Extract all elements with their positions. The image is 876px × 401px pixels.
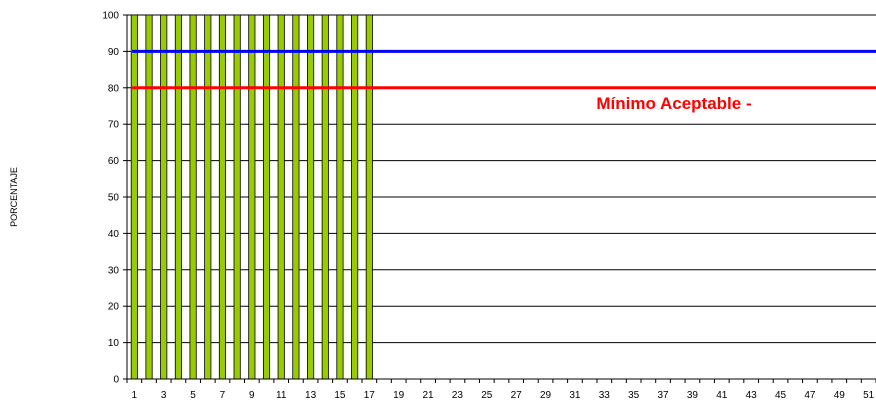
x-tick-label: 5	[190, 390, 196, 401]
x-tick-label: 19	[393, 390, 405, 401]
x-tick-label: 37	[657, 390, 669, 401]
y-tick-label: 20	[108, 302, 120, 313]
bar	[189, 14, 197, 380]
x-tick-label: 45	[775, 390, 787, 401]
minimum-acceptable-label: Mínimo Aceptable -	[596, 94, 751, 113]
bar	[204, 14, 212, 380]
x-tick-label: 41	[716, 390, 728, 401]
x-tick-label: 25	[481, 390, 493, 401]
x-tick-label: 35	[628, 390, 640, 401]
x-tick-label: 15	[334, 390, 346, 401]
bar	[218, 14, 227, 380]
bars	[130, 14, 373, 380]
y-tick-label: 70	[108, 120, 120, 131]
y-axis-title: PORCENTAJE	[9, 167, 19, 227]
y-tick-label: 60	[108, 156, 120, 167]
bar	[292, 14, 300, 380]
x-tick-label: 17	[364, 390, 376, 401]
y-tick-label: 0	[113, 375, 119, 386]
bar	[336, 14, 344, 380]
y-tick-label: 10	[108, 338, 120, 349]
bar	[130, 14, 138, 380]
bar	[160, 14, 168, 380]
x-tick-label: 23	[452, 390, 464, 401]
x-tick-label: 51	[863, 390, 875, 401]
x-tick-label: 47	[804, 390, 816, 401]
x-tick-label: 13	[305, 390, 317, 401]
x-tick-label: 29	[540, 390, 552, 401]
bar	[174, 14, 182, 380]
y-tick-label: 90	[108, 47, 120, 58]
bar	[277, 14, 285, 380]
x-tick-label: 39	[687, 390, 699, 401]
bar	[262, 14, 271, 380]
y-tick-label: 80	[108, 83, 120, 94]
x-tick-label: 11	[276, 390, 287, 401]
y-tick-labels: 0 10 20 30 40 50 60 70 80 90 100	[102, 11, 127, 386]
x-tick-labels: 1 3 5 7 9 11 13 15 17 19 21 23 25 27 29 31 33 35 37 39 41 43 4…	[126, 379, 876, 401]
reference-lines	[132, 49, 876, 90]
y-tick-label: 100	[102, 11, 119, 22]
y-tick-label: 50	[108, 193, 120, 204]
y-tick-label: 40	[108, 229, 120, 240]
x-tick-label: 33	[599, 390, 611, 401]
x-tick-label: 21	[423, 390, 435, 401]
x-tick-label: 1	[132, 390, 138, 401]
x-tick-label: 7	[220, 390, 226, 401]
x-tick-label: 43	[746, 390, 758, 401]
bar	[233, 14, 241, 380]
bar	[248, 14, 256, 380]
bar	[145, 14, 153, 380]
bar	[307, 14, 315, 380]
x-tick-label: 49	[834, 390, 846, 401]
x-tick-label: 3	[161, 390, 167, 401]
x-tick-label: 27	[511, 390, 523, 401]
x-tick-label: 31	[569, 390, 581, 401]
y-tick-label: 30	[108, 265, 120, 276]
bar	[365, 14, 373, 380]
bar	[351, 14, 359, 380]
bar	[321, 14, 329, 380]
x-tick-label: 9	[249, 390, 255, 401]
